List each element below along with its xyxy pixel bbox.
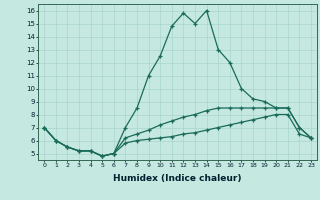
X-axis label: Humidex (Indice chaleur): Humidex (Indice chaleur) [113, 174, 242, 183]
